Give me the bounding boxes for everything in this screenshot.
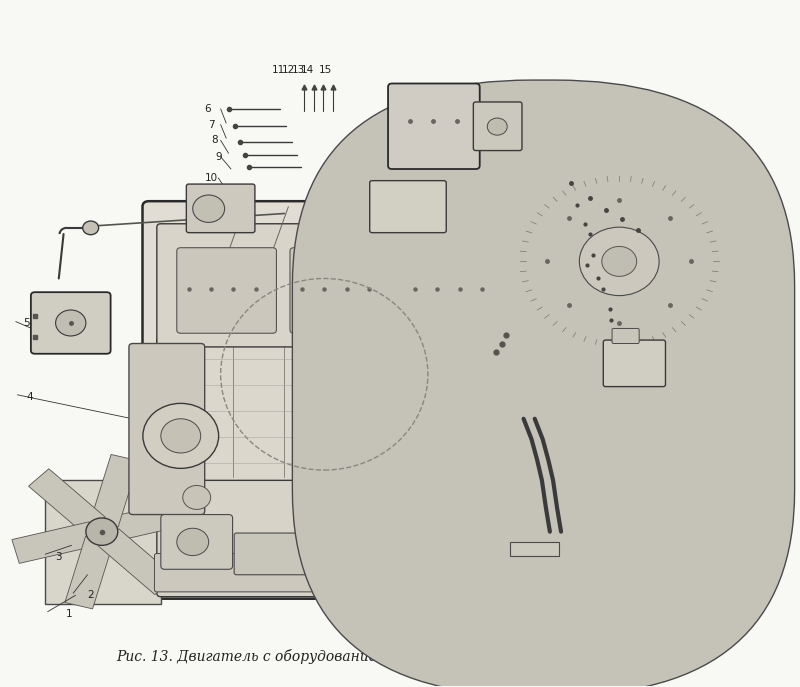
Text: 15: 15 (546, 164, 560, 174)
Text: 20: 20 (638, 229, 650, 239)
Ellipse shape (579, 227, 659, 295)
Text: 4: 4 (26, 392, 34, 402)
FancyBboxPatch shape (403, 248, 503, 333)
Ellipse shape (487, 118, 507, 135)
Text: 12: 12 (625, 256, 638, 266)
Text: Рис. 13. Двигатель с оборудованием, основная комплектация, 740.1000409: Рис. 13. Двигатель с оборудованием, осно… (116, 649, 684, 664)
FancyBboxPatch shape (186, 184, 255, 233)
FancyBboxPatch shape (129, 344, 205, 515)
Ellipse shape (193, 195, 225, 223)
Text: 36: 36 (631, 246, 644, 256)
FancyBboxPatch shape (370, 181, 446, 233)
Text: 31: 31 (665, 359, 678, 368)
Text: 7: 7 (208, 120, 214, 130)
Text: 21: 21 (519, 334, 533, 344)
Text: 11: 11 (272, 65, 286, 75)
Text: 19: 19 (617, 215, 630, 225)
Text: 13: 13 (291, 65, 305, 75)
Ellipse shape (537, 191, 702, 332)
FancyBboxPatch shape (157, 337, 539, 480)
FancyBboxPatch shape (142, 201, 554, 598)
FancyBboxPatch shape (292, 80, 794, 687)
Text: 32: 32 (655, 311, 668, 321)
Text: 38: 38 (626, 214, 638, 225)
FancyBboxPatch shape (234, 533, 318, 575)
Ellipse shape (55, 310, 86, 336)
Text: 1: 1 (66, 609, 73, 619)
FancyBboxPatch shape (290, 248, 390, 333)
Text: 12: 12 (282, 65, 295, 75)
Text: 18: 18 (594, 201, 607, 210)
Polygon shape (29, 469, 106, 534)
Text: 6: 6 (204, 104, 210, 114)
Text: 22: 22 (499, 345, 513, 354)
FancyBboxPatch shape (603, 340, 666, 387)
Ellipse shape (177, 528, 209, 556)
Ellipse shape (86, 518, 118, 545)
Polygon shape (98, 529, 175, 594)
Text: 30: 30 (549, 276, 562, 286)
Text: 3: 3 (55, 552, 62, 562)
FancyBboxPatch shape (31, 292, 110, 354)
Text: 39: 39 (619, 196, 632, 206)
Text: 2: 2 (87, 589, 94, 600)
Text: 34: 34 (649, 280, 662, 290)
Text: 33: 33 (655, 301, 668, 311)
Text: 17: 17 (570, 185, 584, 194)
Text: 29: 29 (525, 266, 538, 276)
Text: 12: 12 (527, 313, 541, 322)
Text: 10: 10 (205, 173, 218, 183)
Text: 17: 17 (510, 340, 523, 350)
Text: 37: 37 (630, 225, 642, 235)
FancyBboxPatch shape (474, 102, 522, 150)
Text: 25: 25 (485, 280, 498, 291)
FancyBboxPatch shape (161, 515, 233, 570)
Text: 28: 28 (519, 256, 533, 266)
Polygon shape (90, 455, 139, 527)
Ellipse shape (161, 419, 201, 453)
Polygon shape (12, 522, 96, 563)
Ellipse shape (602, 247, 637, 276)
Text: 35: 35 (641, 269, 654, 280)
FancyBboxPatch shape (157, 224, 539, 347)
Text: 14: 14 (301, 65, 314, 75)
Polygon shape (65, 537, 114, 609)
Ellipse shape (82, 221, 98, 235)
Text: 26: 26 (386, 569, 399, 579)
Polygon shape (46, 480, 161, 603)
Polygon shape (107, 500, 192, 541)
Text: 27: 27 (510, 244, 523, 254)
Text: 24: 24 (483, 289, 497, 300)
Ellipse shape (182, 486, 210, 510)
Text: 8: 8 (212, 135, 218, 145)
Ellipse shape (519, 176, 719, 347)
FancyBboxPatch shape (177, 248, 277, 333)
FancyBboxPatch shape (612, 328, 639, 344)
Ellipse shape (143, 403, 218, 469)
Polygon shape (510, 542, 559, 556)
FancyBboxPatch shape (154, 554, 542, 592)
Text: 15: 15 (318, 65, 332, 75)
Text: 23: 23 (547, 324, 561, 334)
FancyBboxPatch shape (388, 84, 480, 169)
FancyBboxPatch shape (157, 466, 539, 597)
Text: 9: 9 (215, 152, 222, 161)
Text: 5: 5 (23, 318, 30, 328)
